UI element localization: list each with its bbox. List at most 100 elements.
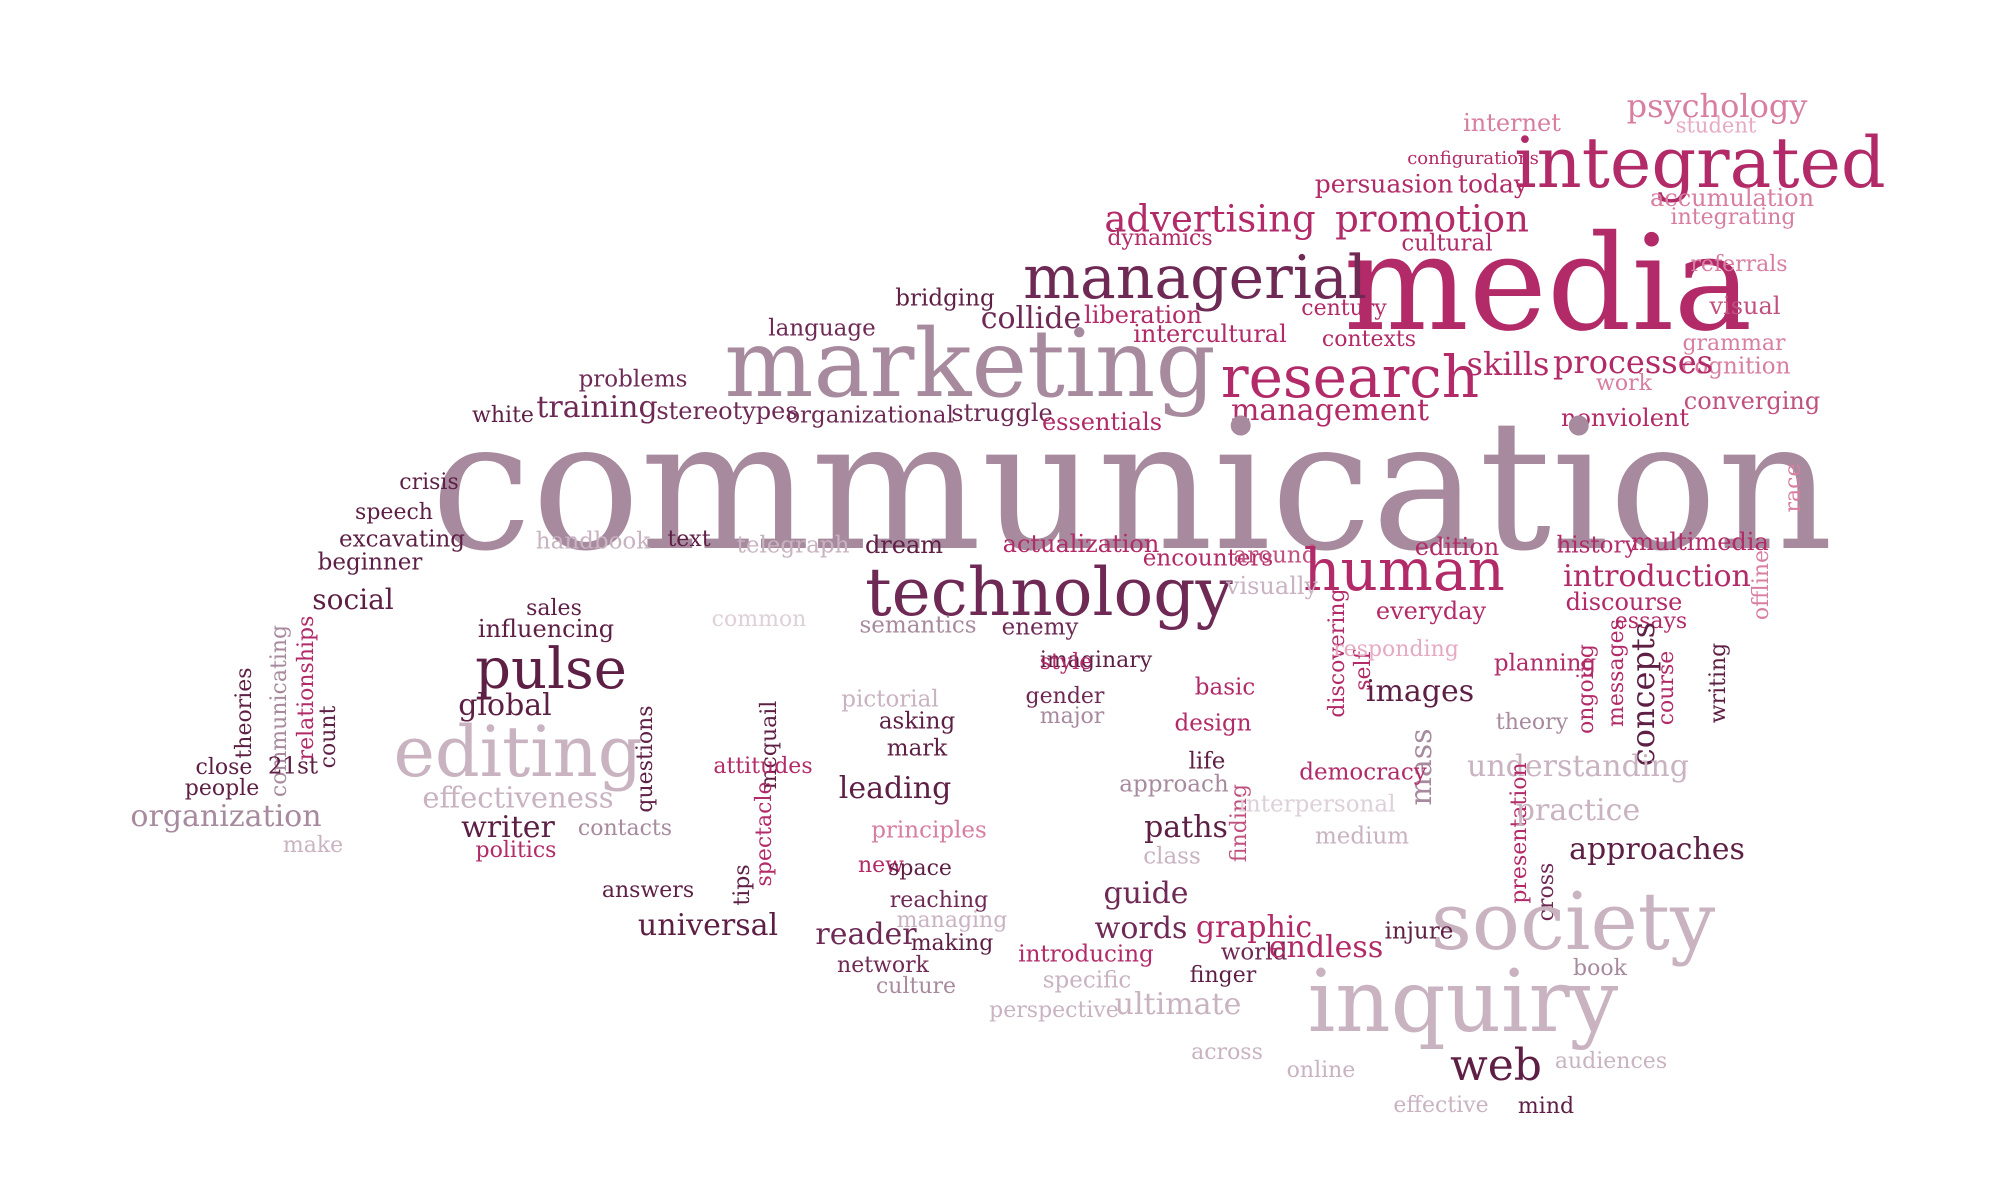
word-audiences: audiences bbox=[1554, 1049, 1668, 1074]
word-referrals: referrals bbox=[1690, 252, 1788, 277]
word-introducing: introducing bbox=[1018, 941, 1154, 968]
word-offline: offline bbox=[1749, 549, 1774, 621]
word-struggle: struggle bbox=[951, 399, 1053, 427]
word-beginner: beginner bbox=[317, 549, 423, 576]
word-class: class bbox=[1143, 843, 1201, 870]
word-cultural: cultural bbox=[1401, 230, 1493, 257]
word-tips: tips bbox=[730, 864, 755, 906]
word-concepts: concepts bbox=[1624, 621, 1662, 767]
word-introduction: introduction bbox=[1563, 559, 1751, 594]
word-approach: approach bbox=[1119, 771, 1229, 798]
word-perspective: perspective bbox=[989, 998, 1119, 1023]
word-integrating: integrating bbox=[1670, 205, 1796, 230]
word-discourse: discourse bbox=[1565, 588, 1683, 616]
word-converging: converging bbox=[1683, 387, 1821, 415]
word-excavating: excavating bbox=[338, 526, 466, 553]
word-edition: edition bbox=[1414, 533, 1500, 561]
word-managing: managing bbox=[896, 908, 1008, 933]
word-interpersonal: interpersonal bbox=[1238, 791, 1396, 818]
word-management: management bbox=[1230, 393, 1430, 428]
word-history: history bbox=[1556, 532, 1638, 559]
word-guide: guide bbox=[1103, 876, 1189, 911]
word-semantics: semantics bbox=[859, 612, 977, 639]
word-dream: dream bbox=[864, 531, 944, 559]
word-words: words bbox=[1094, 911, 1188, 946]
word-essays: essays bbox=[1614, 609, 1688, 634]
word-stereotypes: stereotypes bbox=[656, 397, 798, 425]
word-liberation: liberation bbox=[1084, 301, 1202, 329]
word-around: around bbox=[1233, 542, 1317, 569]
word-count: count bbox=[316, 705, 341, 769]
word-paths: paths bbox=[1144, 810, 1228, 845]
word-major: major bbox=[1039, 704, 1105, 729]
word-imaginary: imaginary bbox=[1039, 648, 1153, 673]
word-media: media bbox=[1343, 207, 1753, 361]
word-medium: medium bbox=[1314, 823, 1410, 850]
word-dynamics: dynamics bbox=[1107, 226, 1213, 251]
word-close: close bbox=[195, 755, 253, 780]
word-ultimate: ultimate bbox=[1114, 987, 1242, 1022]
word-theory: theory bbox=[1495, 710, 1569, 735]
word-processes: processes bbox=[1552, 343, 1714, 381]
word-visual: visual bbox=[1709, 292, 1781, 320]
word-understanding: understanding bbox=[1467, 749, 1689, 784]
word-promotion: promotion bbox=[1335, 197, 1529, 241]
word-work: work bbox=[1596, 371, 1652, 396]
word-mark: mark bbox=[886, 735, 948, 762]
word-making: making bbox=[910, 931, 994, 956]
word-marketing: marketing bbox=[724, 310, 1216, 419]
word-answers: answers bbox=[601, 878, 695, 903]
word-grammar: grammar bbox=[1682, 331, 1786, 356]
word-web: web bbox=[1450, 1040, 1542, 1091]
word-text: text bbox=[667, 527, 711, 552]
word-integrated: integrated bbox=[1514, 122, 1886, 204]
word-encounters: encounters bbox=[1142, 545, 1274, 572]
word-network: network bbox=[837, 953, 929, 978]
word-contacts: contacts bbox=[577, 816, 673, 841]
word-internet: internet bbox=[1463, 109, 1561, 137]
word-democracy: democracy bbox=[1299, 759, 1427, 786]
word-space: space bbox=[888, 856, 952, 881]
word-skills: skills bbox=[1466, 345, 1550, 383]
word-psychology: psychology bbox=[1626, 87, 1808, 125]
word-principles: principles bbox=[871, 817, 987, 844]
word-questions: questions bbox=[633, 705, 658, 813]
word-organization: organization bbox=[130, 799, 322, 834]
word-multimedia: multimedia bbox=[1631, 528, 1769, 556]
word-leading: leading bbox=[838, 771, 952, 806]
word-graphic: graphic bbox=[1195, 910, 1313, 945]
word-configurations: configurations bbox=[1407, 148, 1539, 169]
word-new: new bbox=[857, 853, 905, 878]
word-advertising: advertising bbox=[1104, 197, 1316, 241]
word-theories: theories bbox=[232, 667, 257, 759]
word-intercultural: intercultural bbox=[1133, 320, 1287, 348]
word-persuasion: persuasion bbox=[1314, 169, 1454, 199]
word-people: people bbox=[184, 776, 260, 801]
word-social: social bbox=[312, 583, 394, 616]
word-practice: practice bbox=[1515, 793, 1641, 828]
word-visually: visually bbox=[1225, 572, 1319, 600]
word-book: book bbox=[1573, 956, 1627, 981]
word-writing: writing bbox=[1706, 642, 1731, 724]
word-spectacle: spectacle bbox=[752, 781, 777, 887]
word-politics: politics bbox=[475, 838, 557, 863]
word-editing: editing bbox=[393, 711, 643, 793]
word-today: today bbox=[1457, 169, 1529, 199]
word-century: century bbox=[1301, 296, 1387, 321]
word-language: language bbox=[768, 315, 876, 342]
word-contexts: contexts bbox=[1321, 327, 1417, 352]
word-images: images bbox=[1365, 674, 1475, 709]
word-problems: problems bbox=[578, 366, 688, 393]
word-injure: injure bbox=[1384, 918, 1454, 945]
word-asking: asking bbox=[878, 708, 956, 735]
word-research: research bbox=[1220, 343, 1480, 411]
word-mind: mind bbox=[1517, 1094, 1575, 1119]
word-actualization: actualization bbox=[1002, 530, 1160, 558]
word-finger: finger bbox=[1189, 963, 1257, 988]
word-attitudes: attitudes bbox=[713, 754, 813, 779]
word-gender: gender bbox=[1025, 684, 1105, 709]
word-managerial: managerial bbox=[1023, 243, 1367, 313]
word-bridging: bridging bbox=[895, 285, 995, 312]
word-enemy: enemy bbox=[1001, 614, 1079, 641]
